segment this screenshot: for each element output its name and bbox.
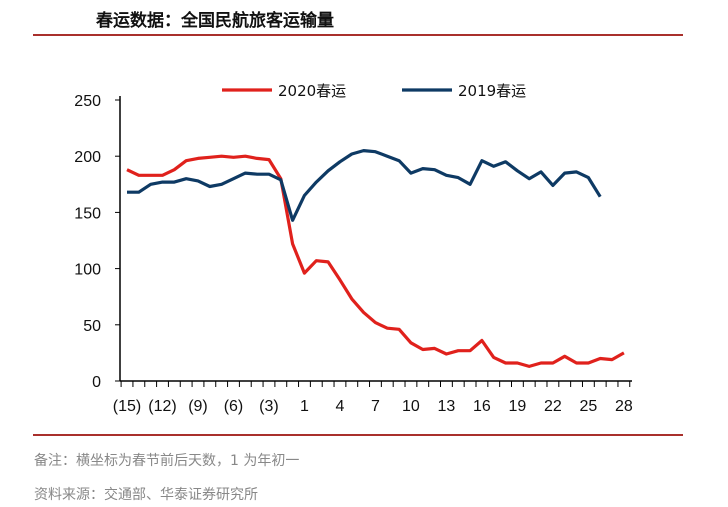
x-tick-label: 25 — [579, 398, 597, 415]
chart-note: 备注：横坐标为春节前后天数，1 为年初一 — [34, 453, 300, 469]
series-line-2019春运 — [127, 149, 602, 222]
series-line-2020春运 — [126, 154, 625, 368]
x-tick-label: 1 — [300, 398, 309, 415]
y-tick-label: 200 — [74, 149, 101, 166]
x-tick-label: 19 — [508, 398, 526, 415]
chart-title: 春运数据：全国民航旅客运输量 — [96, 11, 334, 31]
x-tick-label: 22 — [544, 398, 562, 415]
y-tick-label: 50 — [83, 318, 101, 335]
legend-label: 2020春运 — [278, 82, 346, 100]
top-divider — [33, 34, 683, 36]
y-tick-label: 250 — [74, 93, 101, 110]
y-tick-label: 150 — [74, 205, 101, 222]
y-tick-label: 100 — [74, 262, 101, 279]
x-tick-label: 13 — [438, 398, 456, 415]
chart-source: 资料来源：交通部、华泰证券研究所 — [34, 487, 258, 503]
x-tick-label: (15) — [113, 398, 141, 415]
x-tick-label: (3) — [259, 398, 279, 415]
x-tick-label: (6) — [224, 398, 244, 415]
x-tick-label: 28 — [615, 398, 633, 415]
y-tick-label: 0 — [92, 374, 101, 391]
x-tick-label: 7 — [371, 398, 380, 415]
legend-label: 2019春运 — [458, 82, 526, 100]
x-tick-label: (12) — [148, 398, 176, 415]
x-tick-label: 16 — [473, 398, 491, 415]
x-tick-label: 10 — [402, 398, 420, 415]
x-tick-label: (9) — [188, 398, 208, 415]
x-tick-label: 4 — [335, 398, 344, 415]
bottom-divider — [33, 434, 683, 436]
